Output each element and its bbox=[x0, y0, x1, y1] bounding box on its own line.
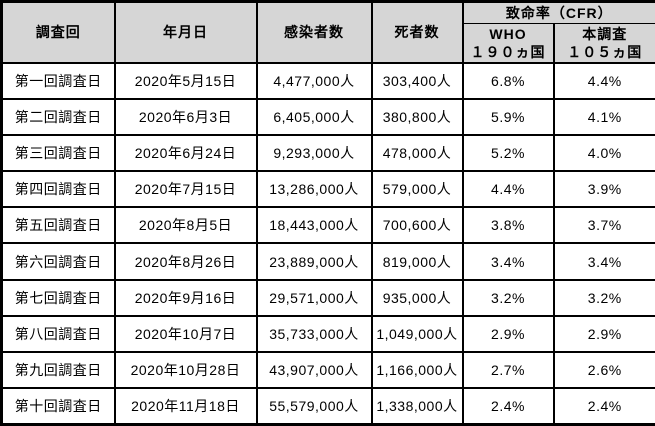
cell-date: 2020年10月7日 bbox=[113, 314, 258, 354]
header-cfr-survey: 本調査 １０５ヵ国 bbox=[552, 23, 655, 64]
table-row: 第八回調査日 2020年10月7日 35,733,000人 1,049,000人… bbox=[0, 314, 655, 354]
cell-cfr-survey: 3.9% bbox=[552, 170, 655, 209]
table-row: 第九回調査日 2020年10月28日 43,907,000人 1,166,000… bbox=[0, 350, 655, 390]
table-row: 第七回調査日 2020年9月16日 29,571,000人 935,000人 3… bbox=[0, 278, 655, 317]
cell-deaths: 1,049,000人 bbox=[370, 314, 464, 354]
cell-deaths: 1,338,000人 bbox=[370, 387, 464, 426]
table-row: 第五回調査日 2020年8月5日 18,443,000人 700,600人 3.… bbox=[0, 206, 655, 245]
cell-date: 2020年8月26日 bbox=[113, 242, 258, 281]
cell-cfr-survey: 2.6% bbox=[552, 350, 655, 390]
header-cfr-survey-line2: １０５ヵ国 bbox=[567, 43, 643, 60]
cell-date: 2020年10月28日 bbox=[113, 350, 258, 390]
cell-round: 第五回調査日 bbox=[0, 206, 116, 245]
table-row: 第三回調査日 2020年6月24日 9,293,000人 478,000人 5.… bbox=[0, 133, 655, 173]
header-deaths: 死者数 bbox=[370, 0, 464, 64]
header-round: 調査回 bbox=[0, 0, 116, 64]
cell-cfr-survey: 3.2% bbox=[552, 278, 655, 317]
cell-date: 2020年5月15日 bbox=[113, 61, 258, 100]
cell-cfr-survey: 3.4% bbox=[552, 242, 655, 281]
cell-cfr-survey: 4.4% bbox=[552, 61, 655, 100]
cell-cfr-who: 5.2% bbox=[461, 133, 555, 173]
cell-date: 2020年11月18日 bbox=[113, 387, 258, 426]
cell-deaths: 700,600人 bbox=[370, 206, 464, 245]
cell-cfr-who: 2.7% bbox=[461, 350, 555, 390]
header-row-sub: WHO １９０ヵ国 本調査 １０５ヵ国 bbox=[2, 23, 655, 64]
cell-cfr-who: 6.8% bbox=[461, 61, 555, 100]
cell-cfr-who: 3.8% bbox=[461, 206, 555, 245]
cell-cfr-who: 3.4% bbox=[461, 242, 555, 281]
cell-round: 第九回調査日 bbox=[0, 350, 116, 390]
table-row: 第十回調査日 2020年11月18日 55,579,000人 1,338,000… bbox=[0, 387, 655, 426]
cell-round: 第四回調査日 bbox=[0, 170, 116, 209]
cell-cfr-survey: 4.1% bbox=[552, 97, 655, 136]
cell-cfr-who: 2.9% bbox=[461, 314, 555, 354]
cell-date: 2020年9月16日 bbox=[113, 278, 258, 317]
header-cfr-who-line2: １９０ヵ国 bbox=[470, 43, 546, 60]
cell-date: 2020年6月24日 bbox=[113, 133, 258, 173]
cell-infected: 9,293,000人 bbox=[255, 133, 373, 173]
header-infected: 感染者数 bbox=[255, 0, 373, 64]
cell-infected: 29,571,000人 bbox=[255, 278, 373, 317]
cell-cfr-survey: 2.4% bbox=[552, 387, 655, 426]
cell-date: 2020年8月5日 bbox=[113, 206, 258, 245]
table-row: 第一回調査日 2020年5月15日 4,477,000人 303,400人 6.… bbox=[0, 61, 655, 100]
cell-infected: 23,889,000人 bbox=[255, 242, 373, 281]
cell-infected: 4,477,000人 bbox=[255, 61, 373, 100]
cell-cfr-survey: 4.0% bbox=[552, 133, 655, 173]
cell-cfr-who: 3.2% bbox=[461, 278, 555, 317]
cell-cfr-who: 5.9% bbox=[461, 97, 555, 136]
cell-round: 第二回調査日 bbox=[0, 97, 116, 136]
cell-round: 第三回調査日 bbox=[0, 133, 116, 173]
header-row-top: 調査回 年月日 感染者数 死者数 致命率（CFR） bbox=[0, 0, 655, 64]
header-cfr-who-line1: WHO bbox=[489, 25, 527, 42]
cell-date: 2020年7月15日 bbox=[113, 170, 258, 209]
cell-deaths: 819,000人 bbox=[370, 242, 464, 281]
table-row: 第六回調査日 2020年8月26日 23,889,000人 819,000人 3… bbox=[0, 242, 655, 281]
cell-infected: 18,443,000人 bbox=[255, 206, 373, 245]
cell-deaths: 935,000人 bbox=[370, 278, 464, 317]
table-body: 第一回調査日 2020年5月15日 4,477,000人 303,400人 6.… bbox=[0, 61, 655, 426]
table-row: 第二回調査日 2020年6月3日 6,405,000人 380,800人 5.9… bbox=[0, 97, 655, 136]
cell-infected: 35,733,000人 bbox=[255, 314, 373, 354]
cell-infected: 43,907,000人 bbox=[255, 350, 373, 390]
table-row: 第四回調査日 2020年7月15日 13,286,000人 579,000人 4… bbox=[0, 170, 655, 209]
header-date: 年月日 bbox=[113, 0, 258, 64]
cell-infected: 55,579,000人 bbox=[255, 387, 373, 426]
cell-round: 第十回調査日 bbox=[0, 387, 116, 426]
cell-date: 2020年6月3日 bbox=[113, 97, 258, 136]
header-cfr-who: WHO １９０ヵ国 bbox=[461, 23, 555, 64]
cell-cfr-survey: 3.7% bbox=[552, 206, 655, 245]
cell-deaths: 303,400人 bbox=[370, 61, 464, 100]
header-cfr-survey-line1: 本調査 bbox=[582, 25, 628, 42]
cell-cfr-survey: 2.9% bbox=[552, 314, 655, 354]
cell-cfr-who: 2.4% bbox=[461, 387, 555, 426]
cell-deaths: 579,000人 bbox=[370, 170, 464, 209]
cell-round: 第六回調査日 bbox=[0, 242, 116, 281]
header-cfr-group: 致命率（CFR） bbox=[461, 0, 655, 24]
cell-cfr-who: 4.4% bbox=[461, 170, 555, 209]
cell-deaths: 478,000人 bbox=[370, 133, 464, 173]
cell-round: 第七回調査日 bbox=[0, 278, 116, 317]
cell-round: 第一回調査日 bbox=[0, 61, 116, 100]
cell-infected: 13,286,000人 bbox=[255, 170, 373, 209]
cell-deaths: 1,166,000人 bbox=[370, 350, 464, 390]
cell-infected: 6,405,000人 bbox=[255, 97, 373, 136]
table-header: 調査回 年月日 感染者数 死者数 致命率（CFR） WHO １９０ヵ国 本調査 … bbox=[0, 0, 655, 64]
cell-round: 第八回調査日 bbox=[0, 314, 116, 354]
cell-deaths: 380,800人 bbox=[370, 97, 464, 136]
